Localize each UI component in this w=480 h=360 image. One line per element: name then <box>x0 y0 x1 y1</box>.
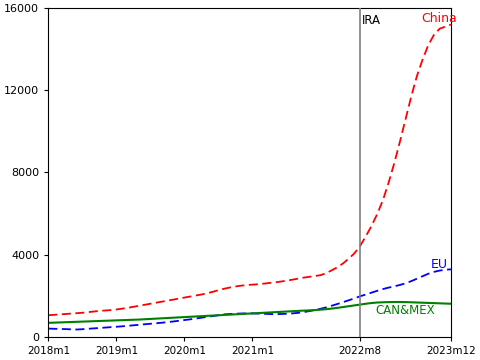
Text: IRA: IRA <box>362 14 381 27</box>
Text: EU: EU <box>431 258 448 271</box>
Text: CAN&MEX: CAN&MEX <box>376 303 435 316</box>
Text: China: China <box>422 12 457 25</box>
